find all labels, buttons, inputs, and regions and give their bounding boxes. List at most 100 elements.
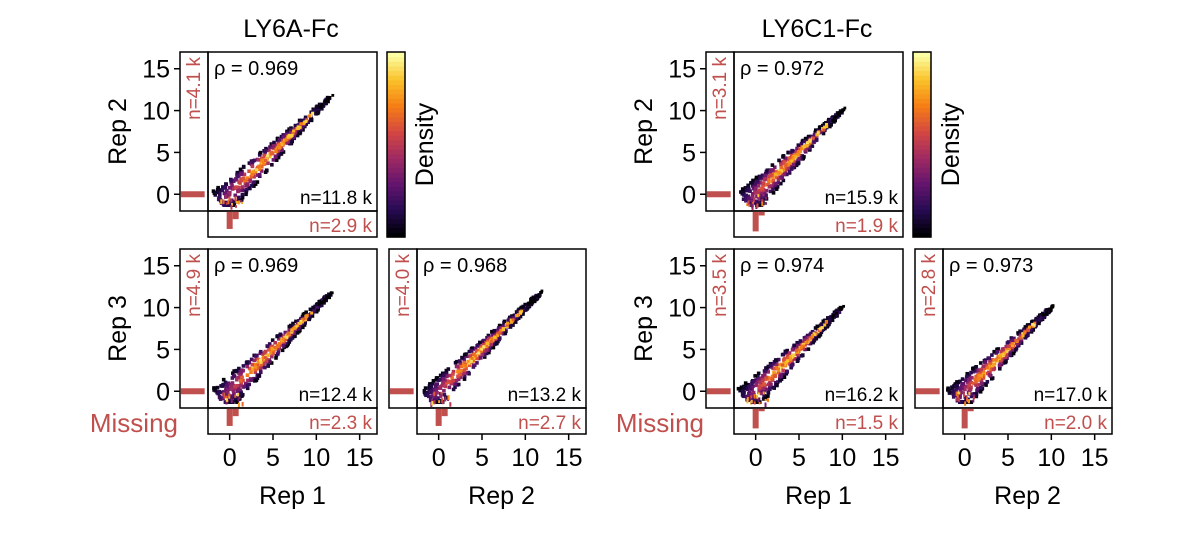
scatter-point <box>270 354 274 359</box>
scatter-point <box>1031 328 1036 332</box>
scatter-point <box>977 372 982 377</box>
scatter-point-core <box>790 159 794 163</box>
scatter-point <box>245 386 250 391</box>
scatter-point <box>777 158 781 163</box>
colorbar-segment <box>913 56 931 62</box>
scatter-point <box>455 359 459 364</box>
missing-y-strip <box>179 248 209 409</box>
scatter-point <box>787 169 792 174</box>
scatter-point <box>251 159 256 163</box>
scatter-point <box>291 321 295 326</box>
scatter-point <box>818 125 823 129</box>
colorbar-segment <box>913 149 931 155</box>
missing-x-hist-bar <box>758 408 765 412</box>
scatter-point-core <box>789 354 793 358</box>
colorbar-segment <box>913 102 931 109</box>
scatter-point-floor <box>746 398 749 404</box>
scatter-point <box>977 374 982 378</box>
scatter-point <box>767 385 772 390</box>
scatter-point <box>752 184 756 189</box>
scatter-point <box>458 361 463 365</box>
scatter-point <box>764 188 769 193</box>
scatter-point <box>240 169 244 174</box>
scatter-point <box>217 395 222 400</box>
scatter-point-floor <box>764 202 767 205</box>
scatter-point <box>274 158 279 162</box>
scatter-point <box>227 397 231 402</box>
scatter-point <box>270 344 275 349</box>
scatter-point-core <box>794 348 798 352</box>
scatter-point-floor <box>764 197 767 200</box>
scatter-point <box>242 172 247 177</box>
scatter-point <box>475 361 479 365</box>
scatter-point <box>812 140 816 144</box>
scatter-point <box>270 346 275 351</box>
scatter-point <box>302 311 307 316</box>
missing-x-strip <box>942 407 1113 435</box>
scatter-point <box>758 190 763 195</box>
scatter-point <box>791 357 795 361</box>
scatter-point-floor <box>753 198 756 203</box>
scatter-point <box>772 362 776 366</box>
scatter-point <box>432 389 437 394</box>
scatter-point <box>241 368 245 373</box>
scatter-point <box>803 136 808 141</box>
scatter-point-floor <box>225 395 228 399</box>
scatter-point-tail <box>533 296 537 300</box>
group-title: LY6C1-Fc <box>762 15 873 43</box>
rho-annotation: ρ = 0.973 <box>949 255 1033 277</box>
scatter-point-floor <box>963 393 966 398</box>
scatter-point <box>433 396 438 401</box>
scatter-point-core <box>269 152 273 156</box>
scatter-point <box>223 200 227 205</box>
scatter-point <box>774 175 779 180</box>
x-tick-label: 0 <box>432 444 446 472</box>
colorbar-segment <box>387 181 405 187</box>
scatter-point-tail <box>1049 307 1053 310</box>
scatter-point <box>223 203 227 207</box>
colorbar-segment <box>913 84 931 90</box>
scatter-point-core <box>796 150 800 154</box>
scatter-point <box>754 383 759 388</box>
scatter-point <box>252 376 256 381</box>
y-tick-label: 5 <box>682 139 696 167</box>
scatter-point-core <box>255 168 259 172</box>
scatter-point <box>267 342 272 346</box>
scatter-point <box>266 161 270 166</box>
scatter-point <box>977 376 981 381</box>
n-missing-x-label: n=1.5 k <box>835 413 898 434</box>
scatter-point <box>495 332 500 336</box>
scatter-point <box>286 140 290 144</box>
scatter-point-floor <box>441 401 444 405</box>
scatter-point <box>947 389 951 393</box>
scatter-point <box>956 386 960 390</box>
scatter-point <box>284 133 289 137</box>
scatter-point-floor <box>234 394 237 398</box>
scatter-point <box>281 344 286 348</box>
scatter-point-floor <box>227 199 230 205</box>
scatter-point <box>763 191 767 195</box>
colorbar-segment <box>387 153 405 159</box>
scatter-point <box>291 331 296 335</box>
scatter-point <box>244 184 249 188</box>
scatter-point <box>285 131 289 135</box>
scatter-point <box>1037 321 1041 326</box>
scatter-point <box>264 358 269 363</box>
scatter-point <box>220 188 225 193</box>
scatter-point-floor <box>750 399 753 404</box>
scatter-point-core <box>783 363 787 367</box>
scatter-point <box>495 330 499 334</box>
scatter-point-floor <box>228 196 231 201</box>
scatter-point <box>214 190 219 195</box>
scatter-point-core <box>987 364 991 368</box>
scatter-point <box>767 185 772 189</box>
scatter-point <box>231 179 236 184</box>
scatter-point-floor <box>235 205 238 208</box>
scatter-point <box>241 364 246 368</box>
scatter-point <box>301 128 305 132</box>
scatter-point <box>963 395 968 399</box>
scatter-point <box>234 377 239 382</box>
scatter-point <box>768 387 772 392</box>
scatter-point <box>744 193 749 198</box>
